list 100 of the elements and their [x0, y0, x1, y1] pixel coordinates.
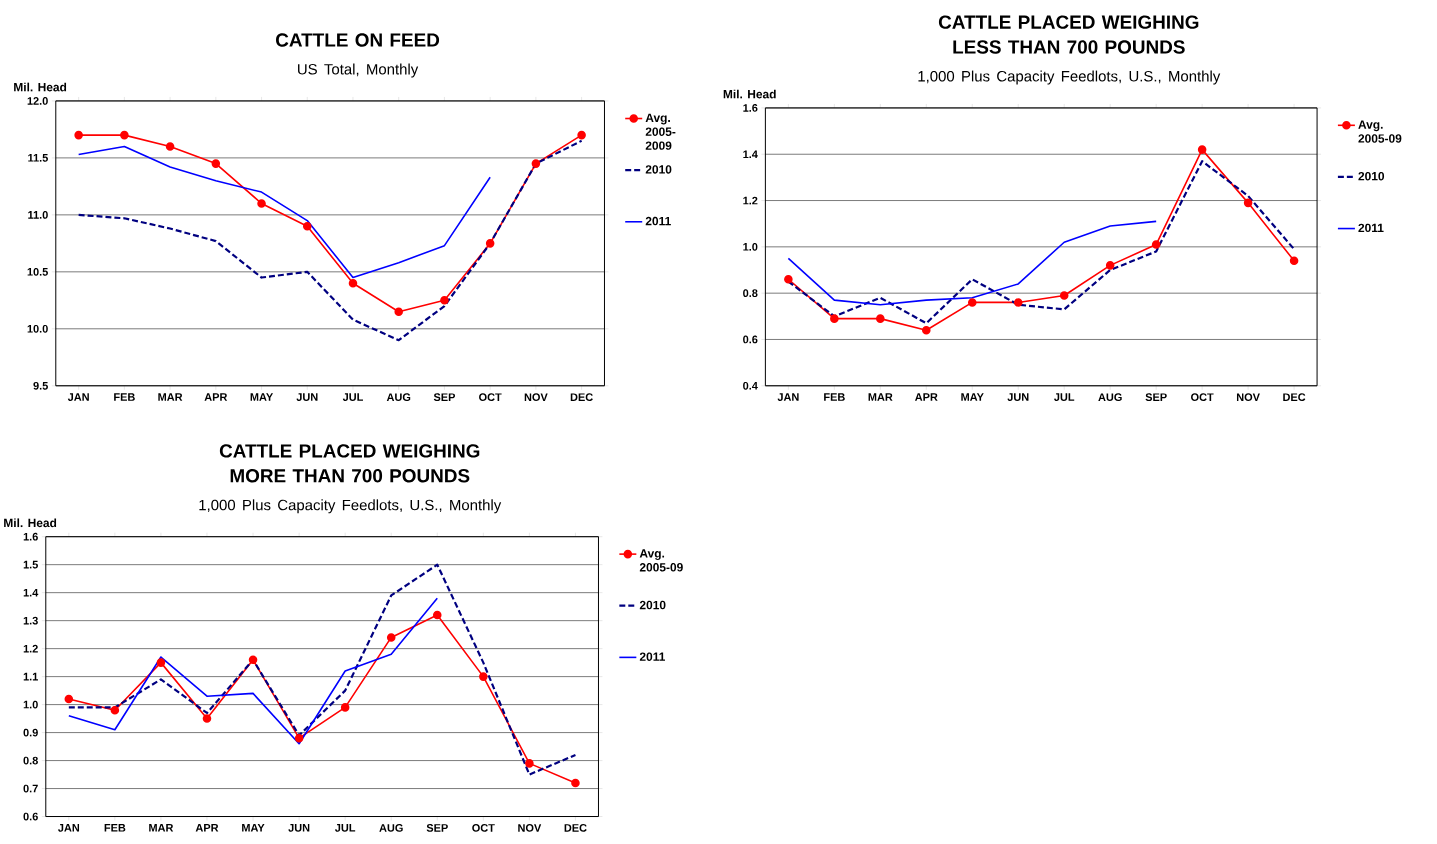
point [571, 778, 580, 788]
y-tick-label: 1.0 [23, 700, 38, 709]
y-tick-label: 1.2 [743, 196, 758, 205]
x-tick-label: FEB [824, 393, 845, 402]
y-tick-label: 10.5 [27, 268, 48, 276]
y-tick-label: 0.6 [743, 335, 758, 344]
y-tick-label: 11.0 [28, 211, 48, 219]
point [967, 298, 977, 307]
point [211, 159, 221, 169]
legend-label: 2010 [645, 165, 672, 174]
point [165, 142, 175, 152]
y-tick-label: 1.2 [23, 645, 38, 653]
y-axis-title: Mil. Head [14, 82, 67, 92]
y-tick-label: 0.6 [23, 812, 38, 821]
point [248, 655, 258, 665]
x-tick-label: DEC [1283, 393, 1306, 402]
x-tick-label: AUG [1098, 393, 1122, 402]
point [1013, 298, 1023, 307]
legend-label: Avg. 2005-09 [639, 549, 683, 572]
x-tick-label: OCT [479, 393, 502, 402]
point [110, 706, 120, 715]
point [348, 279, 358, 288]
line-series [787, 220, 1157, 306]
y-tick-label: 0.7 [23, 784, 38, 793]
y-tick-label: 1.4 [743, 150, 758, 159]
x-tick-label: MAY [961, 393, 984, 402]
y-tick-label: 1.0 [743, 243, 758, 251]
y-axis-title: Mil. Head [4, 518, 57, 528]
x-tick-label: DEC [564, 824, 587, 833]
point [784, 275, 793, 284]
chart-subtitle: US Total, Monthly [298, 63, 419, 78]
y-tick-label: 9.5 [33, 382, 48, 390]
point [394, 307, 403, 317]
legend-label: 2011 [1358, 223, 1384, 233]
y-tick-label: 1.5 [23, 561, 38, 569]
x-tick-label: MAY [250, 393, 274, 402]
point [432, 610, 442, 620]
line-series [68, 597, 439, 745]
point [340, 703, 350, 712]
y-tick-label: 1.6 [23, 533, 38, 541]
y-tick-label: 10.0 [27, 325, 48, 333]
point [257, 199, 266, 208]
point [922, 326, 931, 335]
x-tick-label: JAN [67, 393, 89, 402]
x-tick-label: NOV [1236, 393, 1260, 402]
point [1151, 240, 1161, 250]
point [156, 658, 166, 668]
point [302, 222, 312, 231]
chart-title: CATTLE PLACED WEIGHING LESS THAN 700 POUNDS [938, 15, 1199, 54]
x-tick-label: JUL [334, 824, 356, 832]
x-tick-label: OCT [1191, 393, 1214, 402]
x-tick-label: APR [915, 393, 938, 402]
chart-subtitle: 1,000 Plus Capacity Feedlots, U.S., Monthly [918, 70, 1221, 85]
legend-label: 2011 [645, 217, 671, 226]
x-tick-label: SEP [426, 824, 448, 833]
point [64, 694, 74, 704]
x-tick-label: JAN [777, 393, 799, 402]
chart-subtitle: 1,000 Plus Capacity Feedlots, U.S., Monthly [199, 499, 502, 514]
point [386, 633, 396, 642]
y-tick-label: 0.8 [743, 289, 758, 298]
x-tick-label: DEC [570, 393, 593, 402]
x-tick-label: SEP [1145, 393, 1167, 402]
x-tick-label: NOV [524, 393, 548, 402]
y-tick-label: 0.9 [23, 728, 38, 737]
chart-title: CATTLE PLACED WEIGHING MORE THAN 700 POUNDS [219, 444, 480, 483]
legend-label: Avg. 2005-09 [1358, 120, 1402, 143]
x-tick-label: MAR [149, 824, 174, 832]
point [74, 131, 83, 140]
x-tick-label: MAY [242, 824, 265, 832]
point [1197, 145, 1207, 155]
y-axis-title: Mil. Head [723, 89, 776, 99]
chart-title: CATTLE ON FEED [276, 33, 440, 47]
x-tick-label: JUN [1007, 393, 1029, 402]
x-tick-label: MAR [868, 393, 893, 402]
point [1059, 291, 1069, 300]
y-tick-label: 12.0 [27, 97, 48, 106]
point [525, 759, 534, 768]
point [294, 734, 304, 743]
x-tick-label: AUG [386, 393, 411, 402]
point [120, 131, 129, 140]
x-tick-label: AUG [379, 824, 403, 833]
point [1289, 256, 1299, 266]
x-tick-label: NOV [518, 824, 542, 833]
x-tick-label: JUL [342, 393, 363, 402]
legend-label: Avg. 2005-2009 [645, 113, 676, 151]
point [202, 714, 212, 724]
x-tick-label: APR [204, 393, 228, 402]
y-tick-label: 0.8 [23, 756, 38, 765]
point [1105, 261, 1115, 270]
x-tick-label: APR [195, 824, 219, 832]
point [440, 296, 449, 305]
point [479, 672, 488, 682]
x-tick-label: JUL [1054, 393, 1075, 402]
x-tick-label: MAR [158, 393, 183, 402]
legend-label: 2010 [1358, 172, 1385, 181]
x-tick-label: JUN [288, 824, 310, 832]
x-tick-label: OCT [472, 824, 495, 833]
point [830, 314, 839, 324]
point [531, 159, 541, 169]
y-tick-label: 1.3 [23, 617, 38, 625]
